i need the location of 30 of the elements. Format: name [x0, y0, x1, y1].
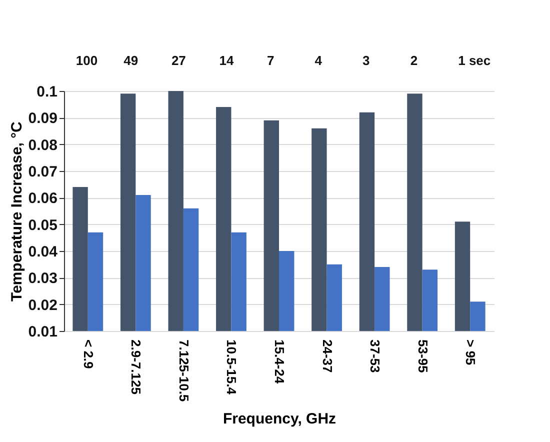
text: 4 — [314, 53, 323, 68]
x-axis-title: Frequency, GHz — [222, 410, 336, 428]
y-tick-label: 0.09 — [28, 110, 58, 128]
y-tick-label: 0.06 — [28, 190, 58, 208]
y-tick-label: 0.05 — [28, 216, 58, 234]
y-tick-label: 0.02 — [28, 296, 58, 314]
text: 3 — [362, 53, 370, 68]
y-axis-title: Temperature Increase, °C — [8, 121, 26, 302]
x-tick-label: 53-95 — [415, 340, 430, 373]
text: 2 — [410, 53, 418, 68]
y-tick-label: 0.03 — [28, 270, 58, 288]
x-tick-label: 10.5-15.4 — [224, 340, 240, 396]
x-tick-label: < 2.9 — [80, 340, 96, 369]
x-tick-label: 15.4-24 — [272, 340, 287, 384]
y-tick-label: 0.04 — [28, 244, 58, 260]
x-tick-label: 37-53 — [368, 340, 383, 373]
text: 49 — [124, 53, 138, 68]
x-tick-label: 24-37 — [320, 340, 335, 373]
text: 1 sec — [458, 53, 491, 68]
x-tick-label: > 95 — [463, 340, 478, 366]
text: 14 — [219, 53, 234, 68]
y-tick-label: 0.08 — [28, 136, 58, 154]
y-tick-label: 0.07 — [28, 164, 58, 180]
text: 27 — [171, 53, 186, 68]
text: 7 — [267, 53, 274, 68]
x-tick-label: 7.125-10.5 — [176, 340, 192, 402]
x-tick-label: 2.9-7.125 — [128, 340, 144, 394]
y-tick-label: 0.1 — [36, 84, 58, 100]
text: 100 — [76, 53, 98, 68]
y-tick-label: 0.01 — [28, 324, 58, 340]
